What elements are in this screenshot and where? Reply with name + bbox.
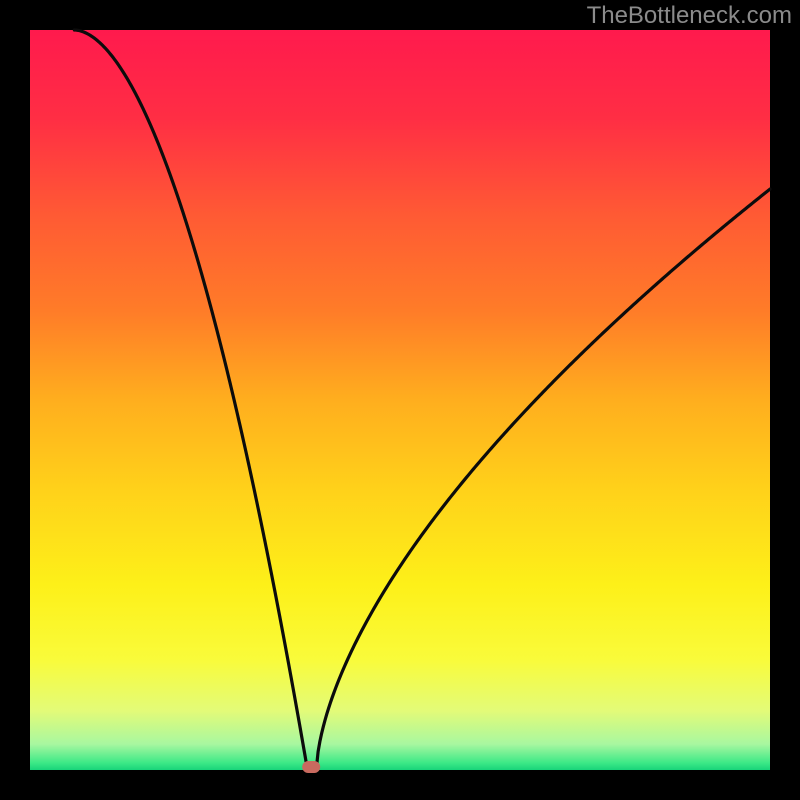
chart-background: [30, 30, 770, 770]
attribution-text: TheBottleneck.com: [579, 0, 800, 34]
optimal-point-marker: [302, 761, 320, 773]
bottleneck-chart: [0, 0, 800, 800]
page-container: TheBottleneck.com: [0, 0, 800, 800]
